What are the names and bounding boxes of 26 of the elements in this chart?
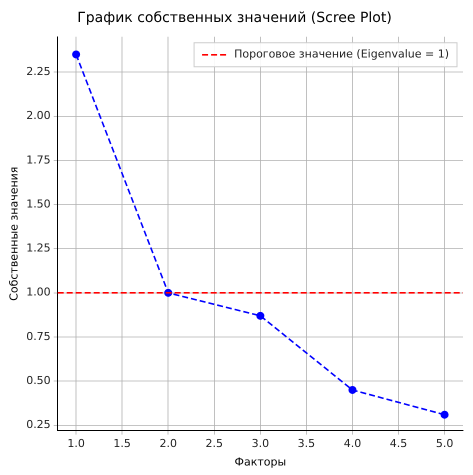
y-tick-label: 1.50 <box>26 197 51 210</box>
y-tick-label: 2.25 <box>26 64 51 78</box>
chart-title: График собственных значений (Scree Plot) <box>77 10 392 26</box>
legend-label: Пороговое значение (Eigenvalue = 1) <box>234 48 450 61</box>
point <box>72 50 80 58</box>
y-tick-label: 1.25 <box>26 242 51 255</box>
x-tick-label: 1.5 <box>113 437 131 450</box>
y-tick-label: 1.75 <box>26 153 51 166</box>
x-tick-label: 4.0 <box>344 437 362 450</box>
y-tick-label: 2.00 <box>26 109 51 122</box>
y-tick-label: 0.50 <box>26 374 51 388</box>
y-tick-label: 0.25 <box>26 418 51 432</box>
x-tick-label: 1.0 <box>67 437 85 450</box>
x-tick-label: 5.0 <box>436 437 454 450</box>
x-tick-label: 3.0 <box>252 437 270 450</box>
point <box>256 312 264 320</box>
x-tick-label: 3.5 <box>298 437 316 450</box>
point <box>440 410 449 419</box>
x-axis-title: Факторы <box>234 455 286 468</box>
x-tick-label: 2.5 <box>206 437 224 450</box>
y-tick-label: 0.75 <box>26 330 51 343</box>
y-axis-title: Собственные значения <box>7 166 20 301</box>
x-tick-label: 2.0 <box>159 437 177 450</box>
x-tick-label: 4.5 <box>390 437 408 450</box>
point <box>348 386 356 394</box>
y-tick-label: 1.00 <box>26 286 51 299</box>
